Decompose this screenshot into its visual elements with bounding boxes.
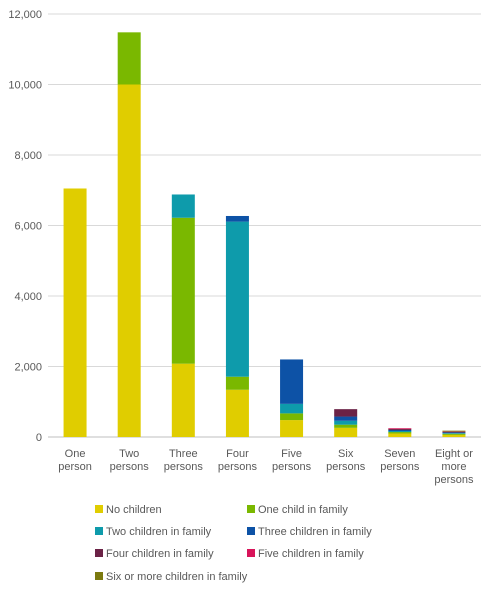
y-tick-label: 12,000 <box>8 9 42 21</box>
bar-segment <box>388 431 411 432</box>
legend-label: Six or more children in family <box>106 571 248 583</box>
bar-segment <box>442 434 465 435</box>
bar-segment <box>172 194 195 217</box>
bars <box>64 32 466 437</box>
y-tick-label: 10,000 <box>8 80 42 92</box>
legend-swatch <box>95 505 103 513</box>
bar-segment <box>334 409 357 416</box>
bar-segment <box>388 430 411 431</box>
bar-segment <box>388 429 411 430</box>
bar-segment <box>334 425 357 428</box>
bar-segment <box>172 364 195 437</box>
legend-swatch <box>95 572 103 580</box>
bar-segment <box>226 222 249 377</box>
gridlines <box>48 14 481 437</box>
bar-segment <box>172 218 195 364</box>
legend-label: Two children in family <box>106 526 212 538</box>
bar-segment <box>388 433 411 437</box>
bar-segment <box>118 85 141 438</box>
bar-segment <box>226 216 249 222</box>
legend-swatch <box>247 527 255 535</box>
y-tick-label: 4,000 <box>14 291 42 303</box>
bar-segment <box>442 432 465 433</box>
legend: No children One child in family Two childr… <box>95 504 372 583</box>
bar-segment <box>442 435 465 437</box>
bar-segment <box>442 431 465 432</box>
y-axis: 0 2,000 4,000 6,000 8,000 10,000 12,000 <box>8 9 42 444</box>
bar-segment <box>64 188 87 437</box>
legend-label: Four children in family <box>106 548 214 560</box>
legend-swatch <box>95 527 103 535</box>
y-tick-label: 8,000 <box>14 150 42 162</box>
bar-segment <box>280 413 303 420</box>
y-tick-label: 2,000 <box>14 362 42 374</box>
bar-segment <box>280 359 303 403</box>
legend-label: One child in family <box>258 504 348 516</box>
legend-label: No children <box>106 504 162 516</box>
bar-segment <box>226 390 249 437</box>
legend-swatch <box>247 505 255 513</box>
bar-segment <box>118 32 141 84</box>
legend-swatch <box>95 549 103 557</box>
bar-segment <box>226 377 249 390</box>
bar-segment <box>280 420 303 437</box>
legend-label: Three children in family <box>258 526 372 538</box>
bar-segment <box>442 432 465 433</box>
bar-segment <box>442 433 465 434</box>
bar-segment <box>388 428 411 429</box>
y-tick-label: 6,000 <box>14 221 42 233</box>
bar-segment <box>334 417 357 421</box>
y-tick-label: 0 <box>36 432 42 444</box>
bar-segment <box>388 432 411 433</box>
legend-label: Five children in family <box>258 548 364 560</box>
bar-segment <box>334 428 357 437</box>
legend-swatch <box>247 549 255 557</box>
bar-segment <box>280 404 303 414</box>
bar-segment <box>334 421 357 425</box>
